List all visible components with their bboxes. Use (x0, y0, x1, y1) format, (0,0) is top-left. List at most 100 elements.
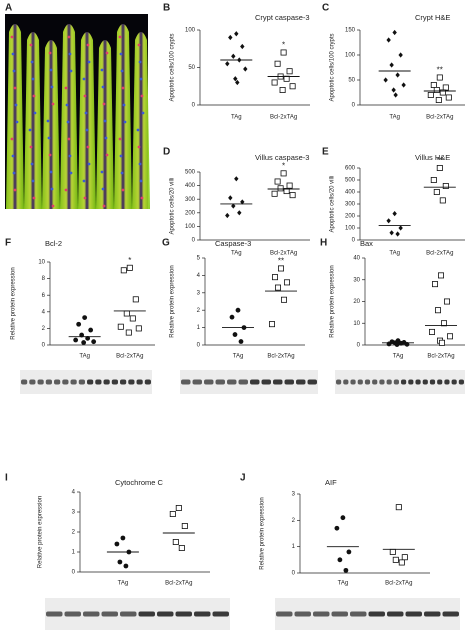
blot-band (372, 379, 378, 385)
nucleus (82, 77, 86, 81)
blot-band (357, 379, 363, 385)
data-point (398, 52, 403, 58)
nucleus (66, 120, 70, 124)
data-point (446, 333, 453, 340)
data-point (231, 203, 236, 209)
blot-band (111, 379, 118, 385)
nucleus (65, 103, 69, 107)
nucleus (140, 94, 144, 98)
blot-band (181, 379, 191, 385)
blot-band (215, 379, 225, 385)
blot-band (62, 379, 69, 385)
data-point (398, 225, 403, 231)
data-point (235, 79, 240, 86)
data-point (392, 29, 397, 36)
data-point (233, 76, 238, 82)
y-axis-label: Apoptotic cells/100 crypts (330, 33, 336, 101)
blot-band (83, 611, 100, 617)
significance: * (282, 41, 285, 50)
nucleus (121, 188, 125, 192)
data-point (114, 541, 120, 547)
data-point (391, 87, 396, 93)
chart-title: AIF (325, 478, 337, 487)
y-axis-label: Relative protein expression (260, 497, 266, 569)
blot-band (212, 611, 229, 617)
data-point (123, 563, 129, 569)
nucleus (137, 43, 141, 47)
blot-band (70, 379, 77, 385)
y-tick-label: 0 (292, 571, 296, 577)
x-tick-label: TAg (118, 581, 129, 587)
chart-title: Cytochrome C (115, 478, 164, 487)
data-point (271, 190, 278, 197)
nucleus (118, 35, 122, 39)
y-tick-label: 6 (42, 293, 46, 299)
nucleus (64, 188, 68, 192)
data-point (82, 315, 88, 321)
data-point (443, 298, 450, 305)
y-tick-label: 0 (192, 103, 196, 109)
data-point (76, 321, 82, 327)
data-point (234, 31, 239, 37)
nucleus (64, 86, 68, 90)
nucleus (46, 119, 50, 123)
nucleus (12, 171, 16, 175)
villus (42, 40, 60, 209)
blot-band (194, 611, 211, 617)
y-tick-label: 500 (345, 178, 356, 184)
blot-band (350, 379, 356, 385)
data-point (238, 339, 244, 344)
data-point (135, 325, 142, 332)
data-point (427, 92, 434, 99)
nucleus (49, 68, 53, 72)
data-point (240, 199, 245, 205)
y-tick-label: 4 (72, 490, 76, 496)
blot-band (343, 379, 349, 385)
x-tick-label: TAg (389, 251, 400, 257)
nucleus (84, 111, 88, 115)
nucleus (33, 111, 37, 115)
y-tick-label: 400 (185, 183, 196, 189)
data-point (401, 554, 408, 561)
panel-letter: J (240, 473, 246, 484)
blot-band (393, 379, 399, 385)
data-point (228, 34, 233, 41)
data-point (120, 535, 126, 541)
nucleus (120, 69, 124, 73)
chart-title: Bax (360, 239, 373, 248)
blot-band (444, 379, 450, 385)
nucleus (119, 154, 123, 158)
nucleus (48, 153, 52, 157)
y-tick-label: 100 (185, 28, 196, 34)
blot-band (415, 379, 421, 385)
y-tick-label: 50 (188, 65, 195, 71)
y-tick-label: 1 (292, 544, 296, 550)
blot-band (276, 611, 293, 617)
y-tick-label: 4 (197, 273, 201, 279)
chart-title: Bcl-2 (45, 239, 62, 248)
villus (24, 32, 42, 209)
nucleus (123, 120, 127, 124)
blot-band (364, 379, 371, 385)
data-point (271, 79, 278, 86)
nucleus (86, 145, 90, 149)
nucleus (51, 204, 55, 208)
data-point (389, 230, 394, 236)
data-point (431, 281, 438, 288)
data-point (283, 188, 290, 195)
y-tick-label: 150 (345, 28, 356, 34)
x-tick-label: Bcl-2xTAg (165, 581, 192, 587)
nucleus (28, 128, 32, 132)
nucleus (15, 120, 19, 124)
blot-band (458, 379, 464, 385)
y-axis-label: Relative protein expression (330, 265, 336, 337)
nucleus (141, 111, 145, 115)
y-tick-label: 200 (185, 210, 196, 216)
blot-band (120, 379, 127, 385)
y-tick-label: 5 (197, 256, 201, 262)
data-point (386, 218, 391, 224)
data-point (235, 307, 241, 313)
blot-band (408, 379, 414, 385)
y-axis-label: Relative protein expression (38, 496, 44, 568)
